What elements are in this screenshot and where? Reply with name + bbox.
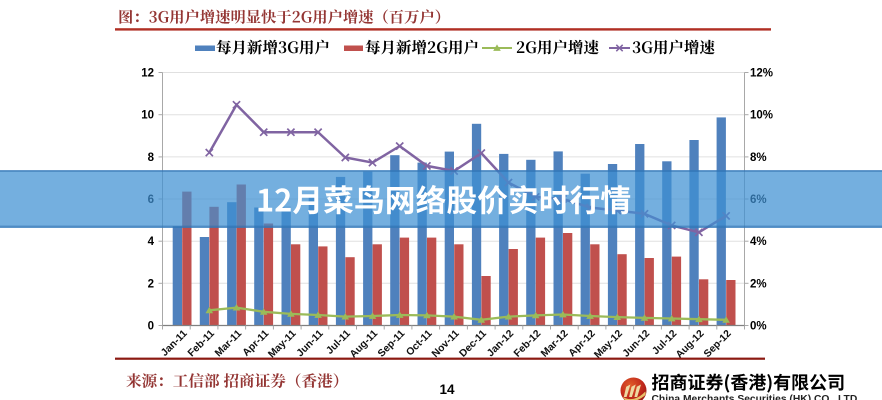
svg-text:Feb-11: Feb-11 <box>186 328 217 359</box>
svg-text:8%: 8% <box>750 152 767 164</box>
svg-text:4: 4 <box>148 236 155 248</box>
svg-text:Jan-12: Jan-12 <box>485 328 516 359</box>
svg-text:Jun-12: Jun-12 <box>621 328 652 359</box>
svg-text:Sep-11: Sep-11 <box>376 328 407 359</box>
svg-text:May-11: May-11 <box>266 328 298 360</box>
svg-text:Jun-11: Jun-11 <box>295 328 326 359</box>
svg-text:10: 10 <box>141 110 154 122</box>
svg-text:May-12: May-12 <box>592 328 625 361</box>
svg-text:Jan-11: Jan-11 <box>159 328 190 359</box>
svg-text:0: 0 <box>148 321 154 333</box>
svg-text:14: 14 <box>439 382 455 397</box>
svg-text:12%: 12% <box>750 68 773 80</box>
svg-text:Mar-12: Mar-12 <box>539 328 570 359</box>
svg-text:2%: 2% <box>750 278 767 290</box>
svg-text:China Merchants Securities (HK: China Merchants Securities (HK) CO., LTD <box>652 394 858 400</box>
svg-text:Feb-12: Feb-12 <box>512 328 543 359</box>
svg-text:Aug-11: Aug-11 <box>348 328 380 360</box>
svg-text:Aug-12: Aug-12 <box>674 328 707 361</box>
svg-text:Sep-12: Sep-12 <box>702 328 734 360</box>
svg-text:10%: 10% <box>750 110 773 122</box>
svg-text:Oct-11: Oct-11 <box>404 328 434 358</box>
svg-text:12: 12 <box>141 68 154 80</box>
svg-text:0%: 0% <box>750 321 767 333</box>
svg-text:8: 8 <box>148 152 155 164</box>
svg-text:2: 2 <box>148 278 154 290</box>
svg-text:Nov-11: Nov-11 <box>430 328 462 360</box>
svg-text:Dec-11: Dec-11 <box>458 328 489 359</box>
svg-text:Mar-11: Mar-11 <box>213 328 244 359</box>
svg-text:4%: 4% <box>750 236 767 248</box>
